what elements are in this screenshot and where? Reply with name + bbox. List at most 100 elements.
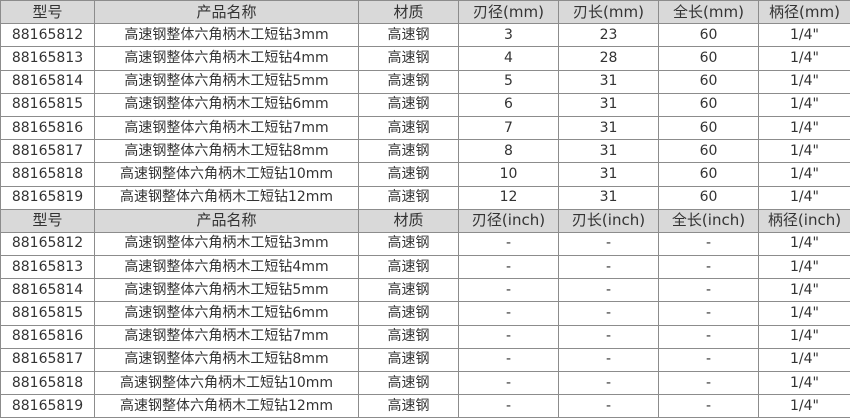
- table-cell: 5: [458, 69, 559, 94]
- column-header: 柄径(inch): [758, 208, 850, 233]
- table-cell: -: [658, 231, 759, 257]
- header-row: 型号 产品名称 材质 刃径(mm) 刃长(mm) 全长(mm) 柄径(mm): [0, 0, 850, 25]
- column-header: 型号: [0, 0, 95, 25]
- column-header: 刃径(mm): [458, 0, 559, 25]
- table-cell: 高速钢: [358, 347, 459, 373]
- table-cell: -: [658, 394, 759, 418]
- table-cell: -: [558, 394, 659, 418]
- table-cell: 60: [658, 139, 759, 164]
- table-cell: 60: [658, 92, 759, 117]
- table-cell: 1/4": [758, 162, 850, 187]
- table-cell: 高速钢: [358, 185, 459, 210]
- header-row: 型号 产品名称 材质 刃径(inch) 刃长(inch) 全长(inch) 柄径(inch): [0, 208, 850, 233]
- table-cell: 88165814: [0, 69, 95, 94]
- column-header: 全长(inch): [658, 208, 759, 233]
- table-cell: 高速钢: [358, 394, 459, 418]
- table-cell: 88165815: [0, 92, 95, 117]
- table-cell: 1/4": [758, 231, 850, 257]
- table-cell: 88165815: [0, 301, 95, 326]
- table-cell: 1/4": [758, 23, 850, 48]
- table-cell: 88165814: [0, 278, 95, 303]
- table-cell: -: [558, 324, 659, 349]
- table-cell: 31: [558, 92, 659, 117]
- table-cell: 高速钢: [358, 46, 459, 71]
- table-cell: 88165819: [0, 394, 95, 418]
- table-cell: 高速钢: [358, 92, 459, 117]
- column-header: 材质: [358, 0, 459, 25]
- table-cell: -: [458, 278, 559, 303]
- table-row: 88165816 高速钢整体六角柄木工短钻7mm 高速钢 - - -1/4": [0, 324, 850, 349]
- table-cell: 1/4": [758, 92, 850, 117]
- table-cell: 1/4": [758, 115, 850, 141]
- table-cell: 60: [658, 185, 759, 210]
- table-cell: 88165813: [0, 46, 95, 71]
- table-cell: 高速钢: [358, 278, 459, 303]
- table-cell: 高速钢整体六角柄木工短钻3mm: [94, 231, 359, 257]
- table-cell: 88165813: [0, 255, 95, 280]
- table-cell: 31: [558, 69, 659, 94]
- table-row: 88165813 高速钢整体六角柄木工短钻4mm 高速钢 4 28 60 1/4": [0, 46, 850, 71]
- table-row: 88165815 高速钢整体六角柄木工短钻6mm 高速钢 - - -1/4": [0, 301, 850, 326]
- column-header: 全长(mm): [658, 0, 759, 25]
- table-cell: 60: [658, 115, 759, 141]
- table-row: 88165817 高速钢整体六角柄木工短钻8mm 高速钢 8 31 60 1/4": [0, 139, 850, 164]
- table-row: 88165816 高速钢整体六角柄木工短钻7mm 高速钢 7 31 60 1/4": [0, 115, 850, 141]
- table-cell: 高速钢: [358, 23, 459, 48]
- table-cell: 23: [558, 23, 659, 48]
- table-cell: 高速钢整体六角柄木工短钻7mm: [94, 115, 359, 141]
- table-cell: -: [458, 347, 559, 373]
- table-cell: -: [558, 278, 659, 303]
- column-header: 柄径(mm): [758, 0, 850, 25]
- table-cell: 6: [458, 92, 559, 117]
- table-cell: 60: [658, 46, 759, 71]
- table-cell: 88165812: [0, 23, 95, 48]
- table-cell: -: [558, 255, 659, 280]
- table-cell: 31: [558, 115, 659, 141]
- table-cell: 高速钢整体六角柄木工短钻4mm: [94, 255, 359, 280]
- table-cell: -: [458, 255, 559, 280]
- table-cell: 12: [458, 185, 559, 210]
- table-cell: 高速钢整体六角柄木工短钻5mm: [94, 278, 359, 303]
- column-header: 材质: [358, 208, 459, 233]
- table-cell: 高速钢整体六角柄木工短钻12mm: [94, 185, 359, 210]
- table-cell: 高速钢: [358, 115, 459, 141]
- table-cell: 1/4": [758, 185, 850, 210]
- table-cell: 88165819: [0, 185, 95, 210]
- table-cell: -: [658, 278, 759, 303]
- table-cell: 高速钢: [358, 231, 459, 257]
- table-cell: 高速钢: [358, 162, 459, 187]
- table-cell: 1/4": [758, 347, 850, 373]
- table-cell: 1/4": [758, 301, 850, 326]
- table-cell: 88165816: [0, 324, 95, 349]
- table-row: 88165813 高速钢整体六角柄木工短钻4mm 高速钢 - - -1/4": [0, 255, 850, 280]
- table-cell: 高速钢整体六角柄木工短钻4mm: [94, 46, 359, 71]
- column-header: 产品名称: [94, 208, 359, 233]
- table-cell: 88165818: [0, 162, 95, 187]
- table-cell: 高速钢整体六角柄木工短钻6mm: [94, 92, 359, 117]
- table-cell: -: [558, 231, 659, 257]
- table-cell: -: [458, 324, 559, 349]
- table-cell: 高速钢整体六角柄木工短钻10mm: [94, 162, 359, 187]
- table-cell: 88165816: [0, 115, 95, 141]
- table-cell: 60: [658, 23, 759, 48]
- table-cell: -: [658, 255, 759, 280]
- table-cell: 1/4": [758, 278, 850, 303]
- column-header: 产品名称: [94, 0, 359, 25]
- table-cell: 60: [658, 162, 759, 187]
- table-cell: -: [458, 370, 559, 396]
- table-row: 88165812 高速钢整体六角柄木工短钻3mm 高速钢 - - -1/4": [0, 231, 850, 257]
- table-cell: 88165812: [0, 231, 95, 257]
- table-cell: -: [458, 301, 559, 326]
- table-cell: -: [458, 231, 559, 257]
- table-cell: 高速钢: [358, 69, 459, 94]
- table-row: 88165818 高速钢整体六角柄木工短钻10mm 高速钢 10 31 60 1/4": [0, 162, 850, 187]
- column-header: 型号: [0, 208, 95, 233]
- table-cell: 高速钢: [358, 324, 459, 349]
- table-cell: 1/4": [758, 255, 850, 280]
- table-cell: 1/4": [758, 139, 850, 164]
- table-cell: 31: [558, 185, 659, 210]
- table-cell: 高速钢整体六角柄木工短钻5mm: [94, 69, 359, 94]
- table-cell: 88165817: [0, 347, 95, 373]
- table-row: 88165812 高速钢整体六角柄木工短钻3mm 高速钢 3 23 60 1/4": [0, 23, 850, 48]
